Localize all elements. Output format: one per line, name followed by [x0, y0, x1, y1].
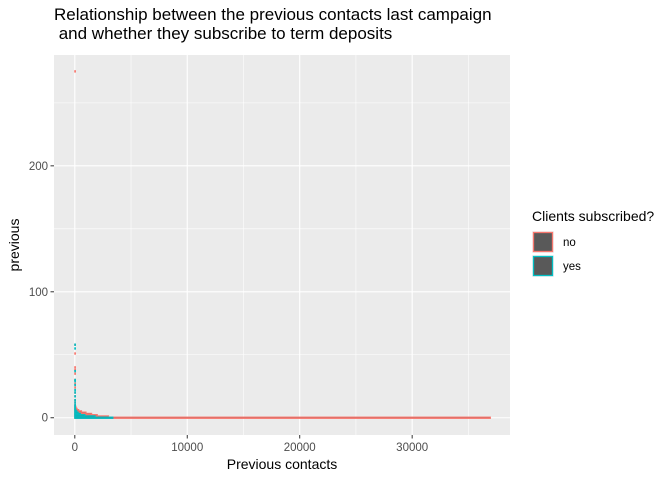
y-axis-ticks: 0 100 200 [29, 161, 54, 425]
chart-title-line: Relationship between the previous contac… [54, 5, 492, 24]
bar-yes [74, 343, 76, 346]
bar-yes [74, 398, 76, 402]
legend-label-yes: yes [563, 261, 581, 273]
bar-no [74, 416, 491, 419]
legend-label-no: no [563, 237, 576, 249]
x-axis-ticks: 0 10000 20000 30000 [72, 435, 428, 454]
bar-yes [74, 369, 76, 373]
x-tick-label: 30000 [396, 442, 428, 454]
bar-no [74, 372, 76, 375]
y-tick-label: 0 [42, 413, 48, 425]
bar-no [74, 352, 76, 355]
x-tick-label: 20000 [284, 442, 316, 454]
bar-yes [74, 391, 76, 394]
x-axis-title: Previous contacts [227, 456, 338, 472]
legend-swatch-yes [532, 255, 554, 277]
y-tick-label: 100 [29, 287, 48, 299]
x-tick-label: 10000 [171, 442, 203, 454]
data-bars [74, 70, 491, 419]
bar-no [74, 386, 76, 389]
bar-no [74, 70, 76, 73]
bar-yes [74, 378, 76, 382]
legend-swatch-no [532, 231, 554, 253]
legend: Clients subscribed? no yes [532, 208, 654, 277]
y-axis-title: previous [6, 219, 22, 272]
bar-yes [74, 388, 76, 392]
bar-yes [74, 401, 76, 404]
y-tick-label: 200 [29, 161, 48, 173]
bar-yes [74, 395, 76, 398]
x-tick-label: 0 [72, 442, 78, 454]
chart-title: Relationship between the previous contac… [54, 5, 492, 43]
plot-panel [54, 55, 510, 435]
bar-yes [74, 403, 76, 407]
bar-no [74, 366, 76, 369]
chart-title-line: and whether they subscribe to term depos… [54, 24, 392, 43]
bar-yes [74, 347, 76, 350]
legend-title: Clients subscribed? [532, 208, 654, 224]
bar-yes [74, 383, 76, 387]
